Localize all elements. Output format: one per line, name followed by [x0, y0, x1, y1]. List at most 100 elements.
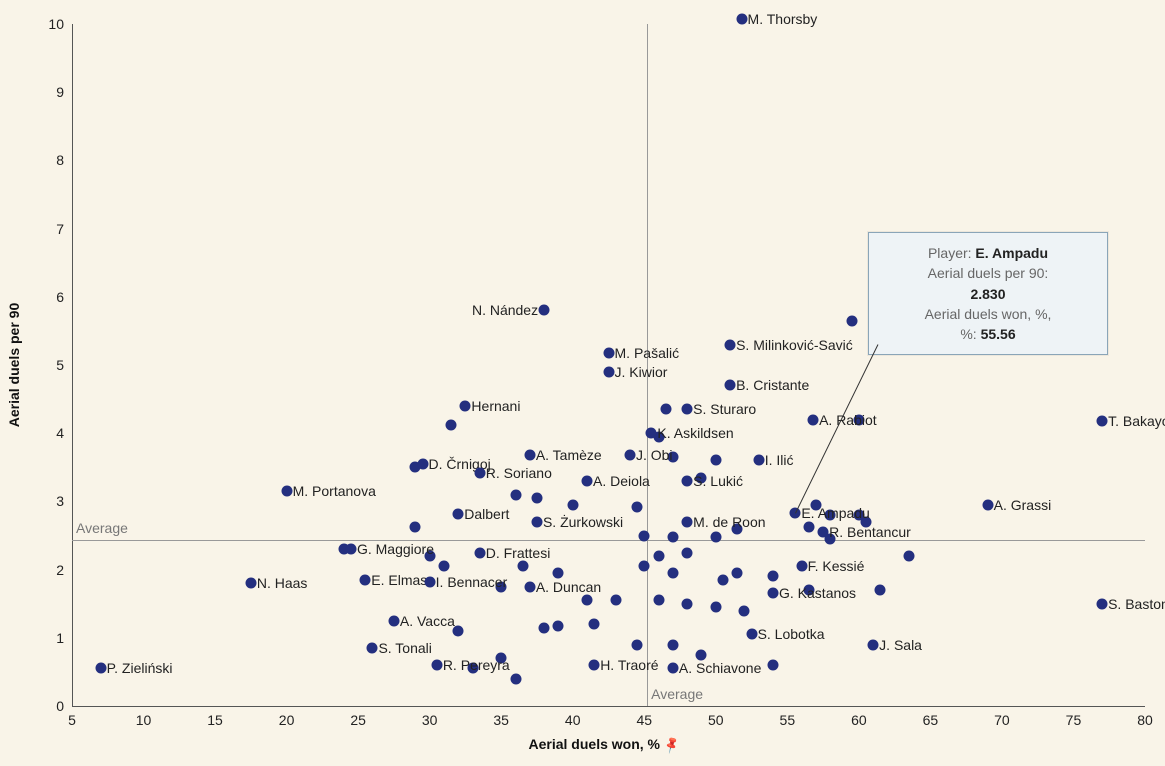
point[interactable] [732, 523, 743, 534]
point-label: S. Bastoni [1108, 596, 1165, 612]
point[interactable] [810, 499, 821, 510]
point-s-bastoni[interactable] [1097, 598, 1108, 609]
point-d-rnigoj[interactable] [417, 458, 428, 469]
point[interactable] [667, 639, 678, 650]
point[interactable] [696, 649, 707, 660]
point[interactable] [553, 620, 564, 631]
point[interactable] [653, 595, 664, 606]
point[interactable] [682, 598, 693, 609]
point[interactable] [517, 561, 528, 572]
point-b-cristante[interactable] [725, 380, 736, 391]
point-e-elmas[interactable] [360, 574, 371, 585]
point[interactable] [589, 619, 600, 630]
point[interactable] [710, 531, 721, 542]
point-s-urkowski[interactable] [531, 516, 542, 527]
point[interactable] [410, 522, 421, 533]
point[interactable] [653, 550, 664, 561]
point-s-luki-[interactable] [682, 475, 693, 486]
point-k-askildsen[interactable] [646, 428, 657, 439]
point[interactable] [667, 531, 678, 542]
point-n-n-ndez[interactable] [539, 305, 550, 316]
point[interactable] [682, 547, 693, 558]
point[interactable] [639, 561, 650, 572]
point[interactable] [875, 585, 886, 596]
point-g-kastanos[interactable] [768, 588, 779, 599]
point[interactable] [846, 315, 857, 326]
point[interactable] [446, 420, 457, 431]
point-f-kessi-[interactable] [796, 561, 807, 572]
point[interactable] [861, 516, 872, 527]
point-a-duncan[interactable] [524, 581, 535, 592]
point[interactable] [803, 585, 814, 596]
point-a-vacca[interactable] [388, 615, 399, 626]
point[interactable] [732, 568, 743, 579]
point-i-ili-[interactable] [753, 455, 764, 466]
point-r-pereyra[interactable] [431, 660, 442, 671]
point[interactable] [453, 625, 464, 636]
point[interactable] [717, 574, 728, 585]
point[interactable] [610, 595, 621, 606]
point[interactable] [510, 489, 521, 500]
point-m-de-roon[interactable] [682, 516, 693, 527]
point[interactable] [632, 501, 643, 512]
point-s-milinkovi-savi-[interactable] [725, 339, 736, 350]
point-h-traor-[interactable] [589, 660, 600, 671]
point-j-obi[interactable] [624, 450, 635, 461]
point-n-haas[interactable] [245, 578, 256, 589]
y-tick-label: 4 [38, 425, 64, 441]
point-m-thorsby[interactable] [736, 13, 747, 24]
point-d-frattesi[interactable] [474, 547, 485, 558]
point[interactable] [660, 404, 671, 415]
point-j-sala[interactable] [868, 639, 879, 650]
point[interactable] [424, 550, 435, 561]
point[interactable] [696, 472, 707, 483]
point-r-bentancur[interactable] [818, 527, 829, 538]
point-a-rabiot[interactable] [808, 414, 819, 425]
point[interactable] [903, 550, 914, 561]
point[interactable] [768, 571, 779, 582]
point-m-portanova[interactable] [281, 486, 292, 497]
point-i-bennacer[interactable] [424, 576, 435, 587]
point[interactable] [467, 663, 478, 674]
point[interactable] [567, 499, 578, 510]
point-dalbert[interactable] [453, 508, 464, 519]
point[interactable] [496, 581, 507, 592]
point[interactable] [825, 510, 836, 521]
point[interactable] [496, 653, 507, 664]
point[interactable] [739, 605, 750, 616]
point-p-zieli-ski[interactable] [95, 663, 106, 674]
point[interactable] [803, 522, 814, 533]
point[interactable] [632, 639, 643, 650]
y-tick-label: 0 [38, 698, 64, 714]
point[interactable] [438, 561, 449, 572]
point[interactable] [539, 622, 550, 633]
point[interactable] [710, 455, 721, 466]
point-g-maggiore[interactable] [345, 544, 356, 555]
point-a-grassi[interactable] [982, 499, 993, 510]
point-r-soriano[interactable] [474, 467, 485, 478]
point-s-sturaro[interactable] [682, 404, 693, 415]
point[interactable] [667, 452, 678, 463]
point-a-tam-ze[interactable] [524, 450, 535, 461]
point[interactable] [667, 568, 678, 579]
point-t-bakayoko[interactable] [1097, 415, 1108, 426]
x-tick-label: 20 [279, 712, 295, 728]
point[interactable] [582, 595, 593, 606]
point[interactable] [531, 492, 542, 503]
y-tick-label: 5 [38, 357, 64, 373]
point-a-deiola[interactable] [582, 475, 593, 486]
point-label: R. Soriano [486, 465, 552, 481]
point[interactable] [768, 660, 779, 671]
point-m-pa-ali-[interactable] [603, 347, 614, 358]
point-s-tonali[interactable] [367, 643, 378, 654]
point-a-schiavone[interactable] [667, 663, 678, 674]
point-hernani[interactable] [460, 400, 471, 411]
point[interactable] [510, 673, 521, 684]
point[interactable] [853, 414, 864, 425]
tooltip: Player: E. AmpaduAerial duels per 90:2.8… [868, 232, 1108, 355]
point[interactable] [639, 530, 650, 541]
point[interactable] [710, 602, 721, 613]
point[interactable] [553, 568, 564, 579]
point-j-kiwior[interactable] [603, 366, 614, 377]
point-s-lobotka[interactable] [746, 629, 757, 640]
